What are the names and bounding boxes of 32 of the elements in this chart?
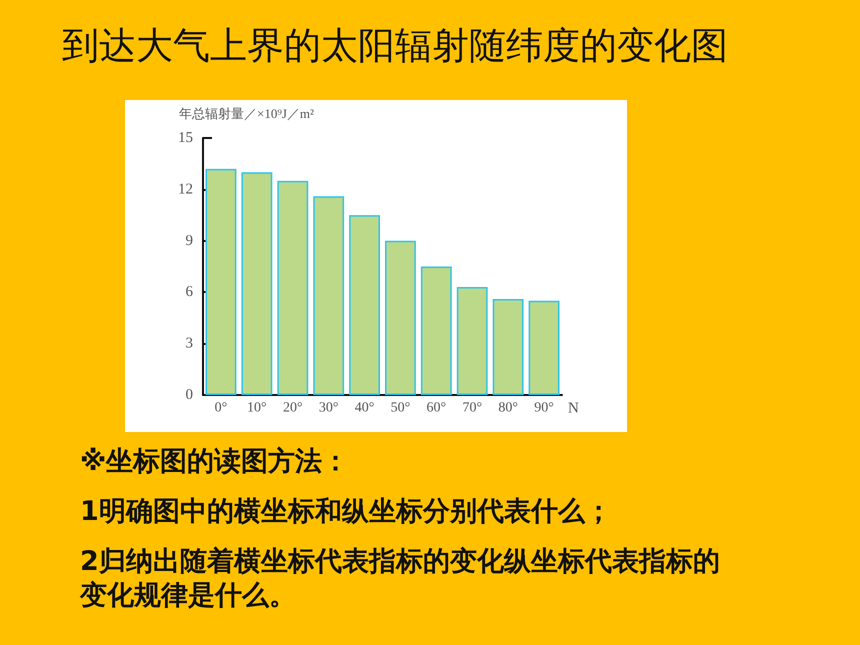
- x-tick-label: 0°: [214, 400, 228, 416]
- bar: [277, 180, 308, 395]
- y-tick-label: 6: [186, 284, 194, 300]
- x-tick-label: 30°: [318, 400, 338, 416]
- x-tick-label: 50°: [390, 400, 410, 416]
- bar: [385, 240, 416, 395]
- bar: [420, 266, 452, 395]
- bar: [313, 196, 344, 395]
- x-tick-label: 20°: [282, 400, 303, 416]
- bar: [349, 215, 380, 395]
- x-tick-label: 80°: [498, 400, 518, 416]
- y-tick-label: 15: [178, 130, 193, 146]
- x-tick-label: 10°: [247, 400, 267, 416]
- y-tick-label: 0: [186, 387, 193, 403]
- chart-title: 到达大气上界的太阳辐射随纬度的变化图: [62, 23, 728, 69]
- x-tick-label: 90°: [534, 400, 554, 416]
- bar: [492, 299, 524, 395]
- bar: [528, 300, 560, 395]
- y-tick-label: 3: [186, 336, 193, 352]
- text: 1明确图中的横坐标和纵坐标分别代表什么；: [80, 495, 613, 529]
- text: 2归纳出随着横坐标代表指标的变化纵坐标代表指标的变化规律是什么。: [80, 545, 721, 613]
- bar: [456, 287, 488, 395]
- y-tick-label: 9: [186, 232, 193, 249]
- x-tick-label: 70°: [462, 400, 482, 416]
- x-tick-label: 40°: [354, 400, 374, 416]
- y-axis-title: 年总辐射量／×10⁹J／m²: [179, 106, 314, 121]
- bar: [206, 168, 236, 395]
- text: ※坐标图的读图方法：: [80, 445, 350, 479]
- bar: [241, 172, 272, 395]
- x-tick-label: 60°: [426, 400, 446, 416]
- y-tick-label: 12: [178, 181, 193, 198]
- x-axis-title: N: [568, 400, 579, 416]
